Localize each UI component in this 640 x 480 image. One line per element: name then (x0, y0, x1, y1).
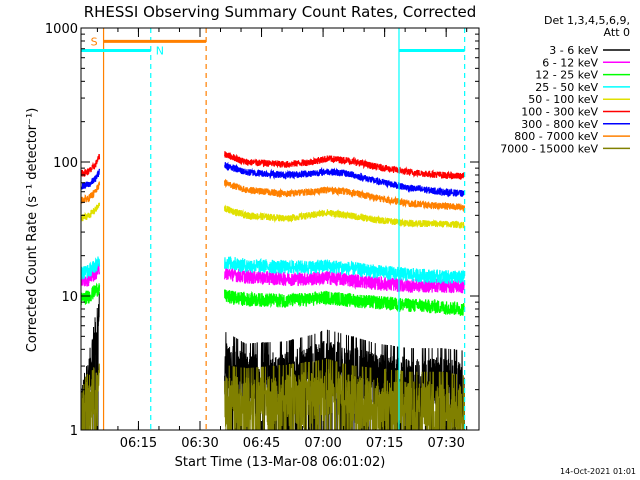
series-line-2-pre (81, 282, 101, 306)
event-label-S: S (91, 35, 98, 48)
y-axis-label: Corrected Count Rate (s⁻¹ detector⁻¹) (25, 108, 40, 353)
series-line-6-pre (81, 168, 101, 190)
legend-label: 3 - 6 keV (549, 44, 598, 57)
legend-label: 50 - 100 keV (528, 93, 598, 106)
y-tick-label: 100 (53, 156, 78, 171)
legend-label: 100 - 300 keV (521, 106, 598, 119)
series-line-7-pre (81, 181, 101, 204)
series-line-6-post (224, 161, 466, 198)
x-axis-label: Start Time (13-Mar-08 06:01:02) (175, 455, 386, 470)
chart-title: RHESSI Observing Summary Count Rates, Co… (84, 3, 477, 21)
legend-label: 7000 - 15000 keV (500, 142, 598, 155)
y-tick-label: 10 (61, 290, 78, 305)
event-label-N: N (156, 44, 164, 57)
legend-label: 300 - 800 keV (521, 118, 598, 131)
x-tick-label: 07:30 (427, 436, 464, 451)
event-layer: SN (81, 28, 466, 430)
x-tick-label: 06:45 (243, 436, 280, 451)
footer-timestamp: 14-Oct-2021 01:01 (560, 467, 636, 476)
series-line-4-pre (81, 202, 101, 222)
series-line-5-pre (81, 153, 101, 177)
series-line-3-post (224, 256, 466, 285)
series-line-4-post (224, 204, 466, 230)
x-axis: 06:15 06:30 06:45 07:00 07:15 07:30 (96, 28, 468, 451)
legend-label: 800 - 7000 keV (514, 130, 598, 143)
legend-header-line-1: Det 1,3,4,5,6,9, (544, 14, 630, 27)
y-tick-label: 1000 (45, 22, 78, 37)
series-line-5-post (224, 151, 466, 180)
series-layer (81, 151, 466, 430)
x-tick-label: 06:30 (181, 436, 218, 451)
legend-header-line-2: Att 0 (604, 26, 630, 39)
legend-label: 25 - 50 keV (535, 81, 598, 94)
legend-label: 6 - 12 keV (542, 56, 598, 69)
x-tick-label: 07:15 (366, 436, 403, 451)
y-axis: 1 10 100 1000 (45, 22, 479, 439)
legend-label: 12 - 25 keV (535, 69, 598, 82)
series-line-0-pre (81, 290, 100, 430)
series-line-2-post (224, 289, 465, 316)
series-line-8-post (224, 358, 465, 430)
series-line-8-pre (81, 363, 100, 430)
series-line-3-pre (81, 256, 101, 280)
x-tick-label: 07:00 (304, 436, 341, 451)
x-tick-label: 06:15 (120, 436, 157, 451)
y-tick-label: 1 (70, 424, 78, 439)
plot-area: SN (81, 28, 466, 430)
series-line-7-post (224, 178, 466, 213)
plot-frame (80, 27, 480, 431)
